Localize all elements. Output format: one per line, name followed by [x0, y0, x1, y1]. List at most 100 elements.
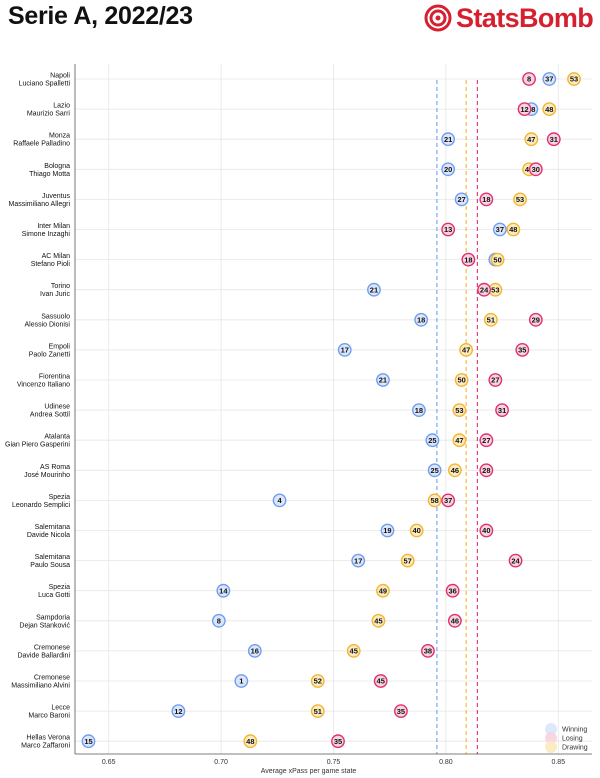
point-label-winning: 21 — [379, 376, 387, 385]
row-team-label: Udinese — [44, 404, 70, 411]
point-winning — [171, 704, 186, 718]
point-winning — [376, 373, 390, 387]
point-label-losing: 13 — [444, 225, 452, 234]
point-losing — [528, 312, 543, 327]
point-losing — [515, 342, 530, 357]
point-label-drawing: 57 — [404, 556, 412, 565]
point-label-winning: 25 — [428, 436, 436, 445]
point-winning — [337, 342, 352, 357]
point-label-winning: 21 — [370, 285, 378, 294]
point-label-winning: 17 — [354, 556, 362, 565]
point-label-losing: 18 — [464, 255, 472, 264]
legend-marker-drawing — [545, 741, 557, 753]
row-coach-label: Alessio Dionisi — [24, 321, 70, 328]
legend-label-drawing: Drawing — [562, 745, 588, 752]
point-label-losing: 8 — [527, 75, 531, 84]
row-coach-label: Simone Inzaghi — [22, 231, 71, 238]
x-tick-label: 0.80 — [439, 759, 453, 766]
point-label-losing: 27 — [482, 436, 490, 445]
row-coach-label: Massimiliano Alvini — [11, 683, 70, 690]
row-team-label: Juventus — [42, 193, 71, 200]
legend-label-losing: Losing — [562, 736, 583, 743]
point-label-losing: 31 — [550, 135, 558, 144]
point-losing — [479, 463, 494, 478]
x-tick-label: 0.65 — [102, 759, 116, 766]
row-team-label: Spezia — [49, 494, 71, 501]
row-coach-label: Massimiliano Allegri — [9, 201, 71, 208]
point-losing — [461, 252, 476, 267]
point-drawing — [243, 734, 258, 749]
point-drawing — [524, 132, 539, 147]
point-label-losing: 12 — [520, 105, 528, 114]
row-coach-label: Dejan Stanković — [19, 622, 70, 629]
row-team-label: AC Milan — [42, 253, 71, 260]
point-label-losing: 40 — [482, 526, 490, 535]
row-team-label: Lecce — [51, 705, 70, 712]
statsbomb-logo: StatsBomb — [424, 3, 594, 34]
point-label-losing: 24 — [480, 285, 489, 294]
row-team-label: Inter Milan — [37, 223, 70, 230]
point-losing — [522, 72, 536, 86]
point-drawing — [459, 342, 474, 357]
point-label-drawing: 48 — [246, 737, 254, 746]
point-label-drawing: 49 — [379, 586, 387, 595]
point-label-losing: 46 — [451, 617, 459, 626]
row-team-label: Spezia — [49, 584, 71, 591]
row-team-label: Bologna — [44, 163, 70, 170]
point-losing — [441, 493, 456, 508]
page-title: Serie A, 2022/23 — [8, 2, 193, 30]
point-winning — [247, 644, 262, 658]
x-axis-title: Average xPass per game state — [261, 768, 357, 775]
point-losing — [517, 102, 532, 117]
point-label-winning: 8 — [217, 617, 221, 626]
x-tick-label: 0.85 — [551, 759, 565, 766]
point-label-losing: 37 — [444, 496, 452, 505]
point-label-losing: 30 — [532, 165, 540, 174]
point-drawing — [409, 523, 424, 538]
point-label-winning: 37 — [496, 225, 504, 234]
row-team-label: Cremonese — [34, 675, 70, 682]
point-drawing — [400, 553, 415, 568]
point-label-losing: 36 — [448, 586, 456, 595]
point-label-drawing: 51 — [487, 316, 495, 325]
statsbomb-logo-icon — [424, 4, 452, 32]
row-coach-label: Davide Ballardini — [17, 652, 70, 659]
row-team-label: AS Roma — [40, 464, 70, 471]
point-losing — [394, 704, 408, 718]
legend-label-winning: Winning — [562, 727, 587, 734]
row-coach-label: Paulo Sousa — [30, 562, 70, 569]
row-team-label: Sampdoria — [36, 614, 70, 621]
point-winning — [380, 523, 395, 538]
point-label-drawing: 58 — [430, 496, 438, 505]
point-losing — [445, 583, 460, 598]
point-label-losing: 28 — [482, 466, 490, 475]
point-drawing — [567, 72, 581, 86]
point-label-drawing: 47 — [462, 346, 470, 355]
row-coach-label: Luca Gotti — [38, 592, 70, 599]
reference-lines — [436, 80, 478, 754]
point-losing — [373, 674, 388, 688]
point-label-drawing: 53 — [491, 285, 499, 294]
point-drawing — [427, 493, 442, 508]
point-label-losing: 38 — [424, 647, 432, 656]
point-label-losing: 31 — [498, 406, 506, 415]
point-losing — [488, 373, 503, 387]
point-drawing — [371, 613, 386, 628]
point-losing — [331, 734, 345, 749]
point-label-winning: 27 — [457, 195, 465, 204]
point-winning — [427, 463, 442, 478]
row-coach-label: Stefano Pioli — [31, 261, 71, 268]
row-coach-label: Raffaele Palladino — [13, 141, 70, 148]
point-drawing — [490, 252, 505, 267]
point-drawing — [542, 102, 557, 117]
point-winning — [81, 734, 96, 749]
row-coach-label: Maurizio Sarri — [27, 111, 71, 118]
point-label-winning: 4 — [277, 496, 282, 505]
point-label-losing: 24 — [511, 556, 520, 565]
point-label-winning: 19 — [383, 526, 391, 535]
point-losing — [546, 132, 561, 147]
row-team-label: Napoli — [50, 73, 70, 80]
point-label-drawing: 53 — [570, 75, 578, 84]
point-label-drawing: 40 — [412, 526, 420, 535]
